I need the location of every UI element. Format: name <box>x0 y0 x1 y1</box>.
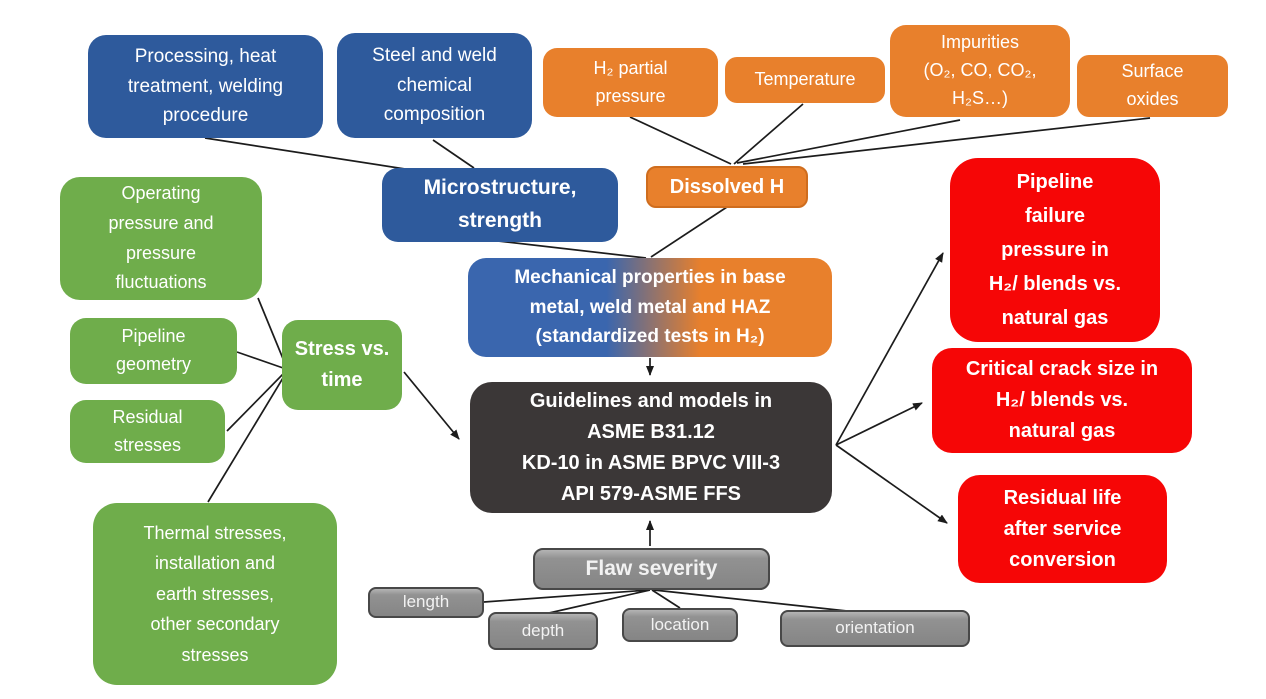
node-thermal-stresses: Thermal stresses, installation and earth… <box>93 503 337 685</box>
edge-geometry-to-stress <box>236 351 287 370</box>
node-residual-stresses: Residual stresses <box>70 400 225 463</box>
arrow-stress-to-guidelines <box>403 371 460 440</box>
edge-residualstress-to-stress <box>226 370 287 432</box>
node-h2-partial-pressure: H₂ partial pressure <box>543 48 718 117</box>
arrow-guidelines-to-criticalcrack <box>835 402 923 446</box>
node-pipeline-geometry: Pipeline geometry <box>70 318 237 384</box>
edge-flaw-to-length <box>483 589 650 603</box>
edge-thermal-to-stress <box>207 372 287 503</box>
node-processing-heat-treatment: Processing, heat treatment, welding proc… <box>88 35 323 138</box>
edge-h2partial-to-dissolvedh <box>629 116 732 165</box>
node-guidelines-models: Guidelines and models in ASME B31.12 KD-… <box>470 382 832 513</box>
arrow-guidelines-to-pipelinefailure <box>835 252 944 446</box>
node-critical-crack-size: Critical crack size in H₂/ blends vs. na… <box>932 348 1192 453</box>
node-flaw-depth: depth <box>488 612 598 650</box>
node-operating-pressure: Operating pressure and pressure fluctuat… <box>60 177 262 300</box>
edge-operating-to-stress <box>257 297 287 367</box>
node-temperature: Temperature <box>725 57 885 103</box>
edge-surfaceoxides-to-dissolvedh <box>742 117 1151 165</box>
node-impurities: Impurities (O₂, CO, CO₂, H₂S…) <box>890 25 1070 117</box>
node-flaw-length: length <box>368 587 484 618</box>
node-residual-life: Residual life after service conversion <box>958 475 1167 583</box>
node-surface-oxides: Surface oxides <box>1077 55 1228 117</box>
node-flaw-orientation: orientation <box>780 610 970 647</box>
node-flaw-severity: Flaw severity <box>533 548 770 590</box>
node-steel-chemical-composition: Steel and weld chemical composition <box>337 33 532 138</box>
edge-flaw-to-location <box>651 589 681 609</box>
node-dissolved-h: Dissolved H <box>646 166 808 208</box>
edge-flaw-to-orientation <box>653 589 848 612</box>
node-flaw-location: location <box>622 608 738 642</box>
arrow-guidelines-to-residuallife <box>835 444 948 524</box>
node-pipeline-failure-pressure: Pipeline failure pressure in H₂/ blends … <box>950 158 1160 342</box>
edge-dissolvedh-to-mechanical <box>650 206 728 258</box>
edge-processing-to-microstructure <box>204 137 419 172</box>
node-stress-vs-time: Stress vs. time <box>282 320 402 410</box>
node-mechanical-properties: Mechanical properties in base metal, wel… <box>468 258 832 357</box>
edge-flaw-to-depth <box>548 589 651 614</box>
node-microstructure-strength: Microstructure, strength <box>382 168 618 242</box>
edge-steel-to-microstructure <box>432 139 475 169</box>
edge-temperature-to-dissolvedh <box>733 103 804 165</box>
edge-microstructure-to-mechanical <box>497 240 647 259</box>
edge-impurities-to-dissolvedh <box>736 119 961 164</box>
